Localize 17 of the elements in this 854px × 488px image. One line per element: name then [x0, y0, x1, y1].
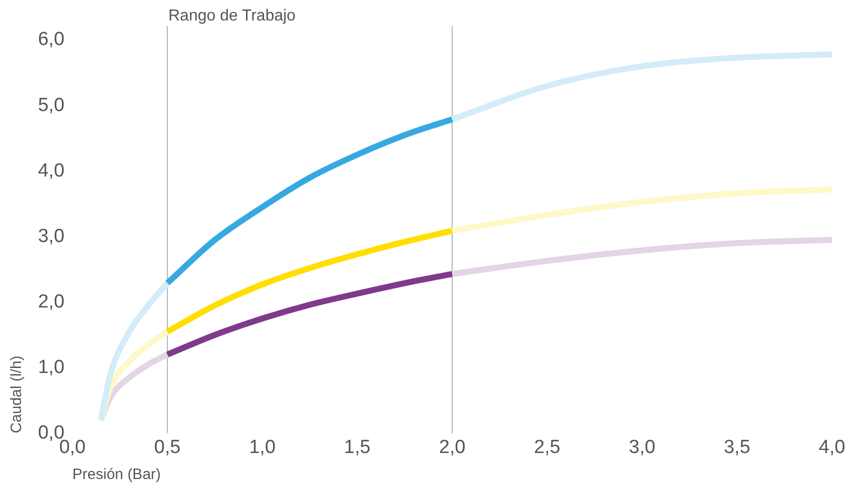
- x-tick-label: 0,5: [154, 436, 181, 458]
- x-axis-title: Presión (Bar): [72, 466, 161, 484]
- y-axis-title: Caudal (l/h): [8, 356, 26, 434]
- x-tick-label: 1,0: [249, 436, 276, 458]
- x-tick-label: 2,0: [438, 436, 466, 458]
- x-tick-label: 3,0: [628, 436, 656, 458]
- x-tick-label: 3,5: [724, 436, 750, 458]
- ref-line-label: Rango de Trabajo: [168, 7, 296, 24]
- y-tick-label: 2,0: [38, 291, 64, 312]
- y-tick-label: 6,0: [38, 29, 64, 50]
- x-tick-label: 2,5: [534, 436, 560, 458]
- y-tick-label: 1,0: [38, 356, 64, 378]
- y-tick-label: 3,0: [38, 226, 64, 247]
- x-tick-label: 4,0: [818, 436, 846, 458]
- y-tick-label: 4,0: [38, 160, 64, 182]
- x-tick-label: 1,5: [344, 436, 370, 458]
- y-tick-label: 5,0: [38, 94, 64, 116]
